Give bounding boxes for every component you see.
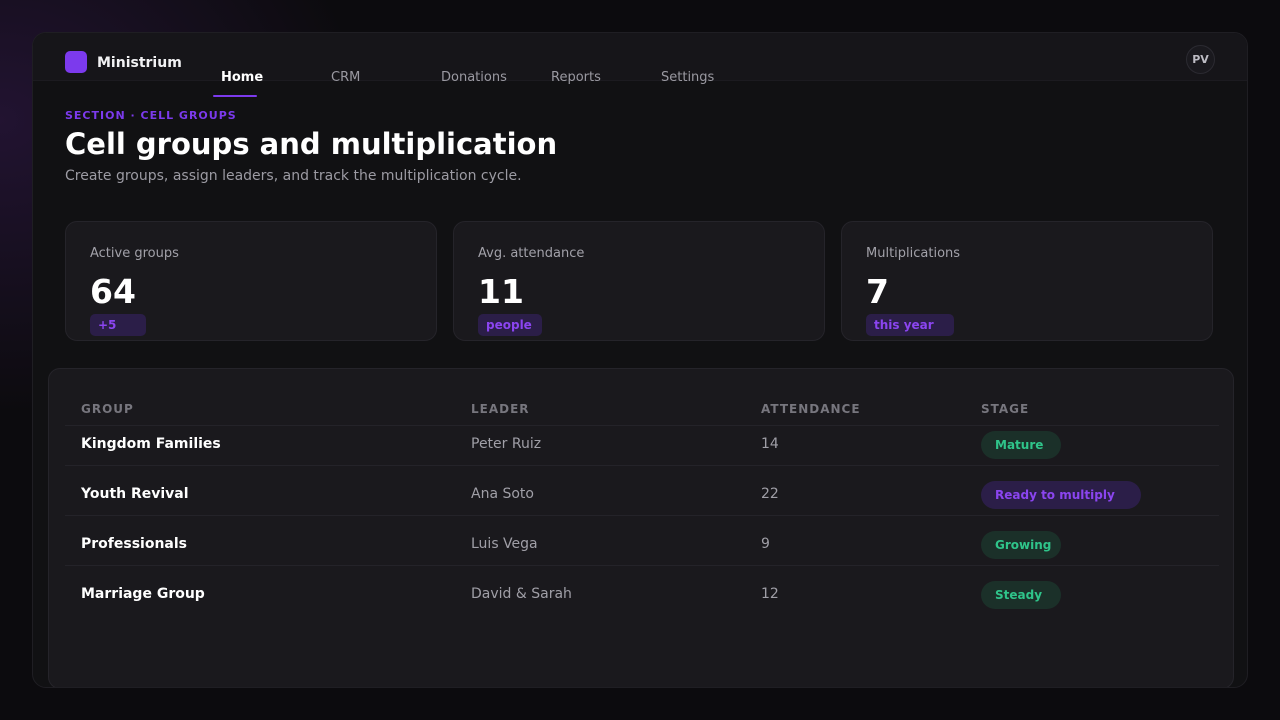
nav-donations[interactable]: Donations <box>441 70 507 85</box>
app-logo-icon <box>65 51 87 73</box>
stat-card-avg-attendance: Avg. attendance 11 people <box>453 221 825 341</box>
nav-active-indicator <box>213 95 257 97</box>
stage-badge: Ready to multiply <box>981 481 1141 509</box>
stage-badge: Growing <box>981 531 1061 559</box>
app-window: Ministrium Home CRM Donations Reports Se… <box>32 32 1248 688</box>
stage-badge: Steady <box>981 581 1061 609</box>
nav-home[interactable]: Home <box>221 70 264 85</box>
stat-label: Multiplications <box>866 246 961 261</box>
leader-name: David & Sarah <box>471 586 572 602</box>
user-avatar[interactable]: PV <box>1186 45 1215 74</box>
stat-card-active-groups: Active groups 64 +5 <box>65 221 437 341</box>
stat-card-multiplications: Multiplications 7 this year <box>841 221 1213 341</box>
nav-crm[interactable]: CRM <box>331 70 361 85</box>
row-divider <box>65 515 1219 516</box>
attendance-value: 14 <box>761 436 779 452</box>
row-divider <box>65 565 1219 566</box>
stage-badge: Mature <box>981 431 1061 459</box>
page-title: Cell groups and multiplication <box>65 127 558 161</box>
row-divider <box>65 425 1219 426</box>
group-name: Youth Revival <box>81 486 189 502</box>
stat-label: Avg. attendance <box>478 246 585 261</box>
group-name: Professionals <box>81 536 187 552</box>
app-name: Ministrium <box>97 55 182 71</box>
leader-name: Luis Vega <box>471 536 538 552</box>
nav-settings[interactable]: Settings <box>661 70 715 85</box>
attendance-value: 9 <box>761 536 770 552</box>
stat-badge: +5 <box>90 314 146 336</box>
column-header-group[interactable]: GROUP <box>81 402 134 416</box>
group-name: Kingdom Families <box>81 436 221 452</box>
stat-value: 64 <box>90 272 136 311</box>
nav-reports[interactable]: Reports <box>551 70 601 85</box>
attendance-value: 12 <box>761 586 779 602</box>
page-subtitle: Create groups, assign leaders, and track… <box>65 168 522 184</box>
leader-name: Peter Ruiz <box>471 436 542 452</box>
leader-name: Ana Soto <box>471 486 534 502</box>
row-divider <box>65 465 1219 466</box>
attendance-value: 22 <box>761 486 779 502</box>
stat-badge: people <box>478 314 542 336</box>
stat-badge: this year <box>866 314 954 336</box>
group-name: Marriage Group <box>81 586 205 602</box>
stat-value: 11 <box>478 272 524 311</box>
column-header-leader[interactable]: LEADER <box>471 402 530 416</box>
top-bar <box>33 33 1247 81</box>
stat-label: Active groups <box>90 246 179 261</box>
column-header-attendance[interactable]: ATTENDANCE <box>761 402 861 416</box>
cell-groups-table: GROUP LEADER ATTENDANCE STAGE Kingdom Fa… <box>48 368 1234 687</box>
stat-value: 7 <box>866 272 889 311</box>
column-header-stage[interactable]: STAGE <box>981 402 1030 416</box>
section-eyebrow: SECTION · CELL GROUPS <box>65 109 237 122</box>
